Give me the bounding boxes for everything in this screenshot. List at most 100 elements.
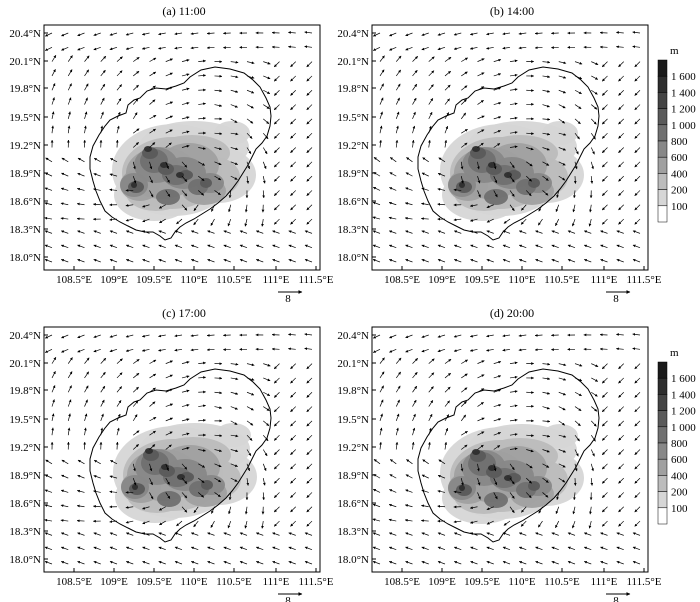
wind-vector	[77, 348, 85, 353]
wind-vector	[422, 157, 429, 163]
wind-vector	[388, 518, 397, 522]
wind-vector	[125, 230, 134, 234]
wind-vector	[558, 104, 566, 109]
wind-vector	[230, 132, 239, 136]
wind-vector	[634, 392, 641, 398]
wind-vector	[634, 90, 641, 96]
wind-vector	[223, 560, 231, 565]
wind-vector	[428, 413, 433, 422]
wind-vector	[198, 449, 206, 452]
wind-vector	[509, 433, 518, 436]
wind-vector	[190, 334, 199, 337]
wind-vector	[60, 489, 69, 493]
wind-vector	[444, 372, 451, 379]
wind-vector	[67, 357, 73, 364]
wind-vector	[51, 55, 57, 62]
wind-vector	[100, 371, 106, 379]
wind-vector	[142, 506, 150, 510]
wind-vector	[567, 560, 576, 565]
wind-vector	[502, 546, 511, 551]
wind-vector	[412, 83, 418, 91]
wind-vector	[93, 157, 101, 163]
terrain-shade	[145, 448, 153, 454]
wind-vector	[207, 546, 215, 551]
wind-vector	[634, 190, 641, 196]
wind-vector	[444, 84, 451, 91]
wind-vector	[84, 111, 88, 119]
wind-vector	[469, 204, 478, 208]
wind-vector	[422, 459, 429, 465]
wind-vector	[421, 258, 429, 263]
wind-vector	[379, 139, 382, 148]
wind-vector	[618, 506, 624, 513]
wind-vector	[67, 413, 71, 421]
wind-vector	[158, 244, 166, 249]
wind-vector	[273, 463, 280, 470]
wind-vector	[590, 478, 594, 486]
wind-vector	[77, 244, 85, 249]
wind-vector	[477, 431, 485, 436]
wind-vector	[444, 386, 451, 393]
colorbar-swatch	[657, 92, 668, 109]
colorbar-level-label: 800	[671, 438, 688, 450]
wind-vector	[290, 392, 296, 398]
wind-vector	[428, 139, 431, 148]
wind-vector	[437, 46, 446, 51]
wind-vector	[535, 244, 543, 249]
wind-vector	[207, 258, 215, 263]
wind-vector	[588, 218, 592, 227]
wind-vector	[165, 360, 173, 364]
wind-vector	[306, 175, 313, 182]
terrain-shade	[528, 481, 540, 491]
wind-vector	[486, 546, 494, 551]
wind-vector	[84, 413, 88, 421]
wind-vector	[174, 32, 183, 36]
wind-vector	[477, 161, 480, 170]
wind-vector	[273, 377, 280, 384]
colorbar-swatch	[657, 507, 668, 525]
wind-vector	[542, 117, 551, 121]
wind-vector	[109, 244, 118, 249]
colorbar-swatch	[657, 426, 668, 444]
wind-vector	[428, 386, 434, 393]
wind-vector	[273, 218, 280, 225]
wind-vector	[601, 132, 608, 139]
wind-vector	[421, 217, 429, 221]
wind-vector	[290, 161, 296, 168]
wind-vector	[263, 118, 270, 125]
wind-vector	[460, 414, 467, 422]
wind-vector	[44, 504, 53, 508]
wind-vector	[574, 75, 583, 80]
wind-vector	[558, 434, 567, 438]
lon-tick-label: 111°E	[263, 576, 290, 588]
wind-vector	[306, 377, 313, 384]
lon-tick-label: 108.5°E	[56, 576, 92, 588]
wind-vector	[77, 546, 85, 551]
wind-vector	[379, 441, 382, 450]
wind-vector	[207, 230, 215, 234]
wind-vector	[493, 175, 498, 184]
wind-vector	[421, 202, 429, 206]
wind-vector	[542, 104, 550, 108]
coastline	[89, 66, 272, 241]
wind-vector	[453, 244, 462, 249]
wind-vector	[125, 46, 134, 50]
wind-vector	[141, 334, 150, 338]
wind-vector	[230, 449, 239, 453]
colorbar-bottom: m 1 600 1 400 1 200 1 000 800 600 400 200 100	[657, 347, 696, 525]
wind-vector	[93, 560, 101, 565]
wind-vector	[141, 46, 150, 50]
wind-vector	[227, 520, 232, 529]
wind-vector	[601, 218, 608, 225]
wind-vector	[93, 230, 101, 234]
wind-vector	[461, 373, 468, 379]
wind-vector	[535, 230, 543, 234]
wind-vector	[589, 506, 592, 515]
wind-vector	[181, 403, 190, 407]
wind-vector	[428, 70, 435, 77]
lon-tick-label: 110.5°E	[544, 274, 580, 286]
wind-vector	[51, 97, 55, 105]
wind-vector	[509, 477, 515, 485]
wind-vector	[165, 477, 170, 485]
wind-vector	[288, 560, 296, 565]
